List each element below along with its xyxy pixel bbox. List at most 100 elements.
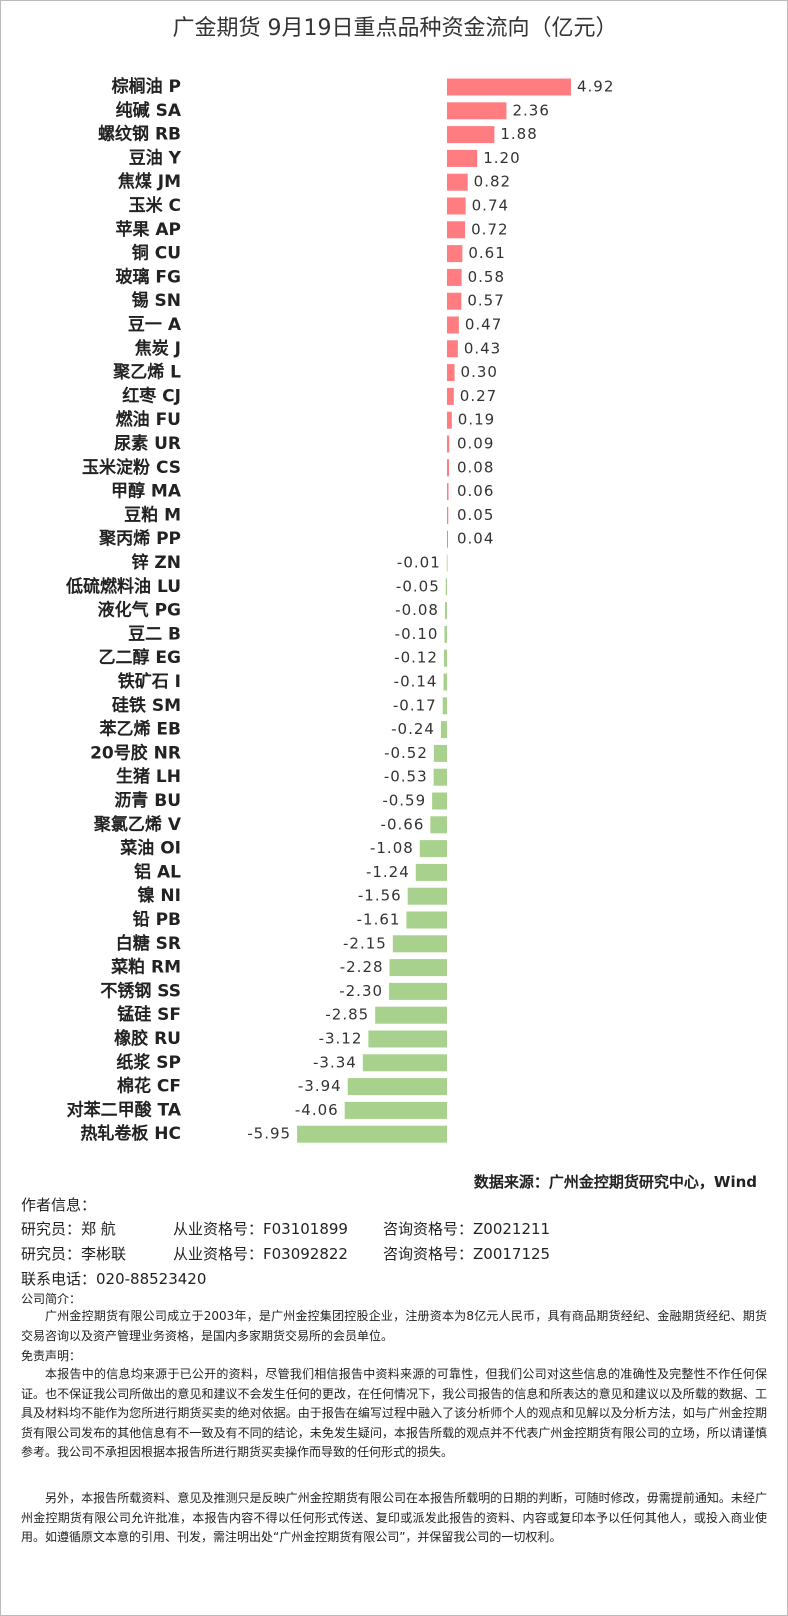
- author-consult: 咨询资格号：Z0017125: [383, 1245, 551, 1263]
- category-label: 豆油 Y: [129, 147, 182, 168]
- disclaimer-text: 另外，本报告所载资料、意见及推测只是反映广州金控期货有限公司在本报告所载明的日期…: [21, 1491, 767, 1545]
- category-label: 聚乙烯 L: [112, 362, 181, 383]
- bar: [445, 578, 447, 596]
- bar: [447, 292, 462, 310]
- value-label: 0.47: [465, 316, 502, 334]
- category-label: 对苯二甲酸 TA: [67, 1099, 182, 1120]
- value-label: 0.57: [467, 292, 504, 310]
- category-label: 焦炭 J: [134, 338, 181, 359]
- bar: [440, 721, 447, 739]
- bar: [389, 959, 447, 977]
- bar: [433, 744, 447, 762]
- bar: [415, 863, 447, 881]
- value-label: -2.28: [340, 958, 384, 976]
- value-label: -0.53: [384, 768, 428, 786]
- category-label: 不锈钢 SS: [100, 980, 181, 1001]
- value-label: -3.34: [313, 1053, 357, 1071]
- bar: [419, 840, 447, 858]
- value-label: -0.05: [396, 577, 440, 595]
- chart: 广金期货 9月19日重点品种资金流向（亿元） 棕榈油 P 4.92 纯碱 SA 2.3…: [65, 16, 618, 1144]
- category-label: 苹果 AP: [115, 219, 181, 240]
- value-label: 0.04: [457, 530, 494, 548]
- category-label: 玉米淀粉 CS: [82, 457, 181, 478]
- value-label: -0.12: [394, 649, 438, 667]
- category-label: 聚氯乙烯 V: [93, 814, 182, 835]
- category-label: 液化气 PG: [98, 600, 181, 621]
- bar: [447, 78, 571, 96]
- category-label: 焦煤 JM: [117, 171, 181, 192]
- value-label: 0.30: [461, 363, 498, 381]
- category-label: 豆一 A: [128, 315, 182, 335]
- category-label: 燃油 FU: [116, 409, 181, 430]
- category-label: 生猪 LH: [116, 766, 181, 787]
- value-label: 0.19: [458, 411, 495, 429]
- bar: [389, 982, 447, 1000]
- category-label: 苯乙烯 EB: [99, 719, 182, 740]
- bar: [447, 483, 449, 501]
- bar: [347, 1078, 447, 1096]
- chart-title: 广金期货 9月19日重点品种资金流向（亿元）: [173, 16, 618, 41]
- category-label: 聚丙烯 PP: [98, 528, 181, 549]
- source: 数据来源：广州金控期货研究中心，Wind: [473, 1173, 757, 1191]
- value-label: 4.92: [577, 78, 614, 96]
- bar: [444, 625, 447, 643]
- value-label: -3.94: [298, 1077, 342, 1095]
- category-label: 白糖 SR: [116, 933, 181, 954]
- value-label: 2.36: [512, 101, 549, 119]
- bar: [447, 268, 462, 286]
- bar: [297, 1125, 447, 1143]
- category-label: 沥青 BU: [114, 790, 181, 811]
- category-label: 热轧卷板 HC: [80, 1123, 181, 1144]
- category-label: 锰硅 SF: [117, 1004, 181, 1025]
- value-label: -0.59: [382, 792, 426, 810]
- category-label: 玻璃 FG: [116, 266, 182, 287]
- bar: [447, 197, 466, 215]
- bar: [447, 173, 468, 191]
- category-label: 硅铁 SM: [112, 695, 181, 716]
- bar: [447, 364, 455, 382]
- value-label: 0.09: [457, 435, 494, 453]
- value-label: 0.82: [474, 173, 511, 191]
- category-label: 纸浆 SP: [116, 1052, 181, 1073]
- value-label: -0.10: [395, 625, 439, 643]
- category-label: 镍 NI: [138, 885, 181, 906]
- category-label: 纯碱 SA: [116, 100, 182, 121]
- bar: [375, 1006, 447, 1024]
- value-label: -0.24: [391, 720, 435, 738]
- bar: [444, 602, 447, 620]
- bar: [447, 459, 450, 477]
- bar: [433, 768, 447, 786]
- disclaimer-heading: 免责声明：: [21, 1349, 82, 1363]
- company-text: 广州金控期货有限公司成立于2003年，是广州金控集团控股企业，注册资本为8亿元人…: [21, 1309, 767, 1343]
- bar: [447, 221, 466, 239]
- category-label: 橡胶 RU: [114, 1028, 181, 1049]
- value-label: -5.95: [247, 1125, 291, 1143]
- bar: [447, 126, 495, 144]
- category-label: 锡 SN: [132, 290, 181, 311]
- category-label: 铜 CU: [132, 243, 181, 264]
- bar: [406, 911, 447, 929]
- bar: [362, 1054, 447, 1072]
- value-label: 0.05: [457, 506, 494, 524]
- value-label: -1.61: [357, 911, 401, 929]
- value-label: -1.24: [366, 863, 410, 881]
- phone: 联系电话：020-88523420: [21, 1270, 207, 1288]
- category-label: 20号胶 NR: [90, 742, 181, 763]
- value-label: -0.17: [393, 696, 437, 714]
- author-role: 研究员：李彬联: [21, 1245, 127, 1263]
- category-label: 甲醇 MA: [111, 481, 182, 502]
- bar: [392, 935, 447, 953]
- value-label: -0.66: [381, 815, 425, 833]
- category-label: 棕榈油 P: [112, 76, 181, 97]
- bar: [447, 506, 449, 524]
- value-label: -3.12: [319, 1030, 363, 1048]
- category-label: 豆二 B: [128, 624, 181, 644]
- bar: [447, 435, 450, 453]
- value-label: 0.72: [471, 220, 508, 238]
- bar: [368, 1030, 447, 1048]
- bar: [447, 387, 454, 405]
- bar: [430, 816, 447, 834]
- value-label: 0.08: [457, 458, 494, 476]
- company-heading: 公司简介：: [21, 1292, 82, 1306]
- value-label: 0.58: [468, 268, 505, 286]
